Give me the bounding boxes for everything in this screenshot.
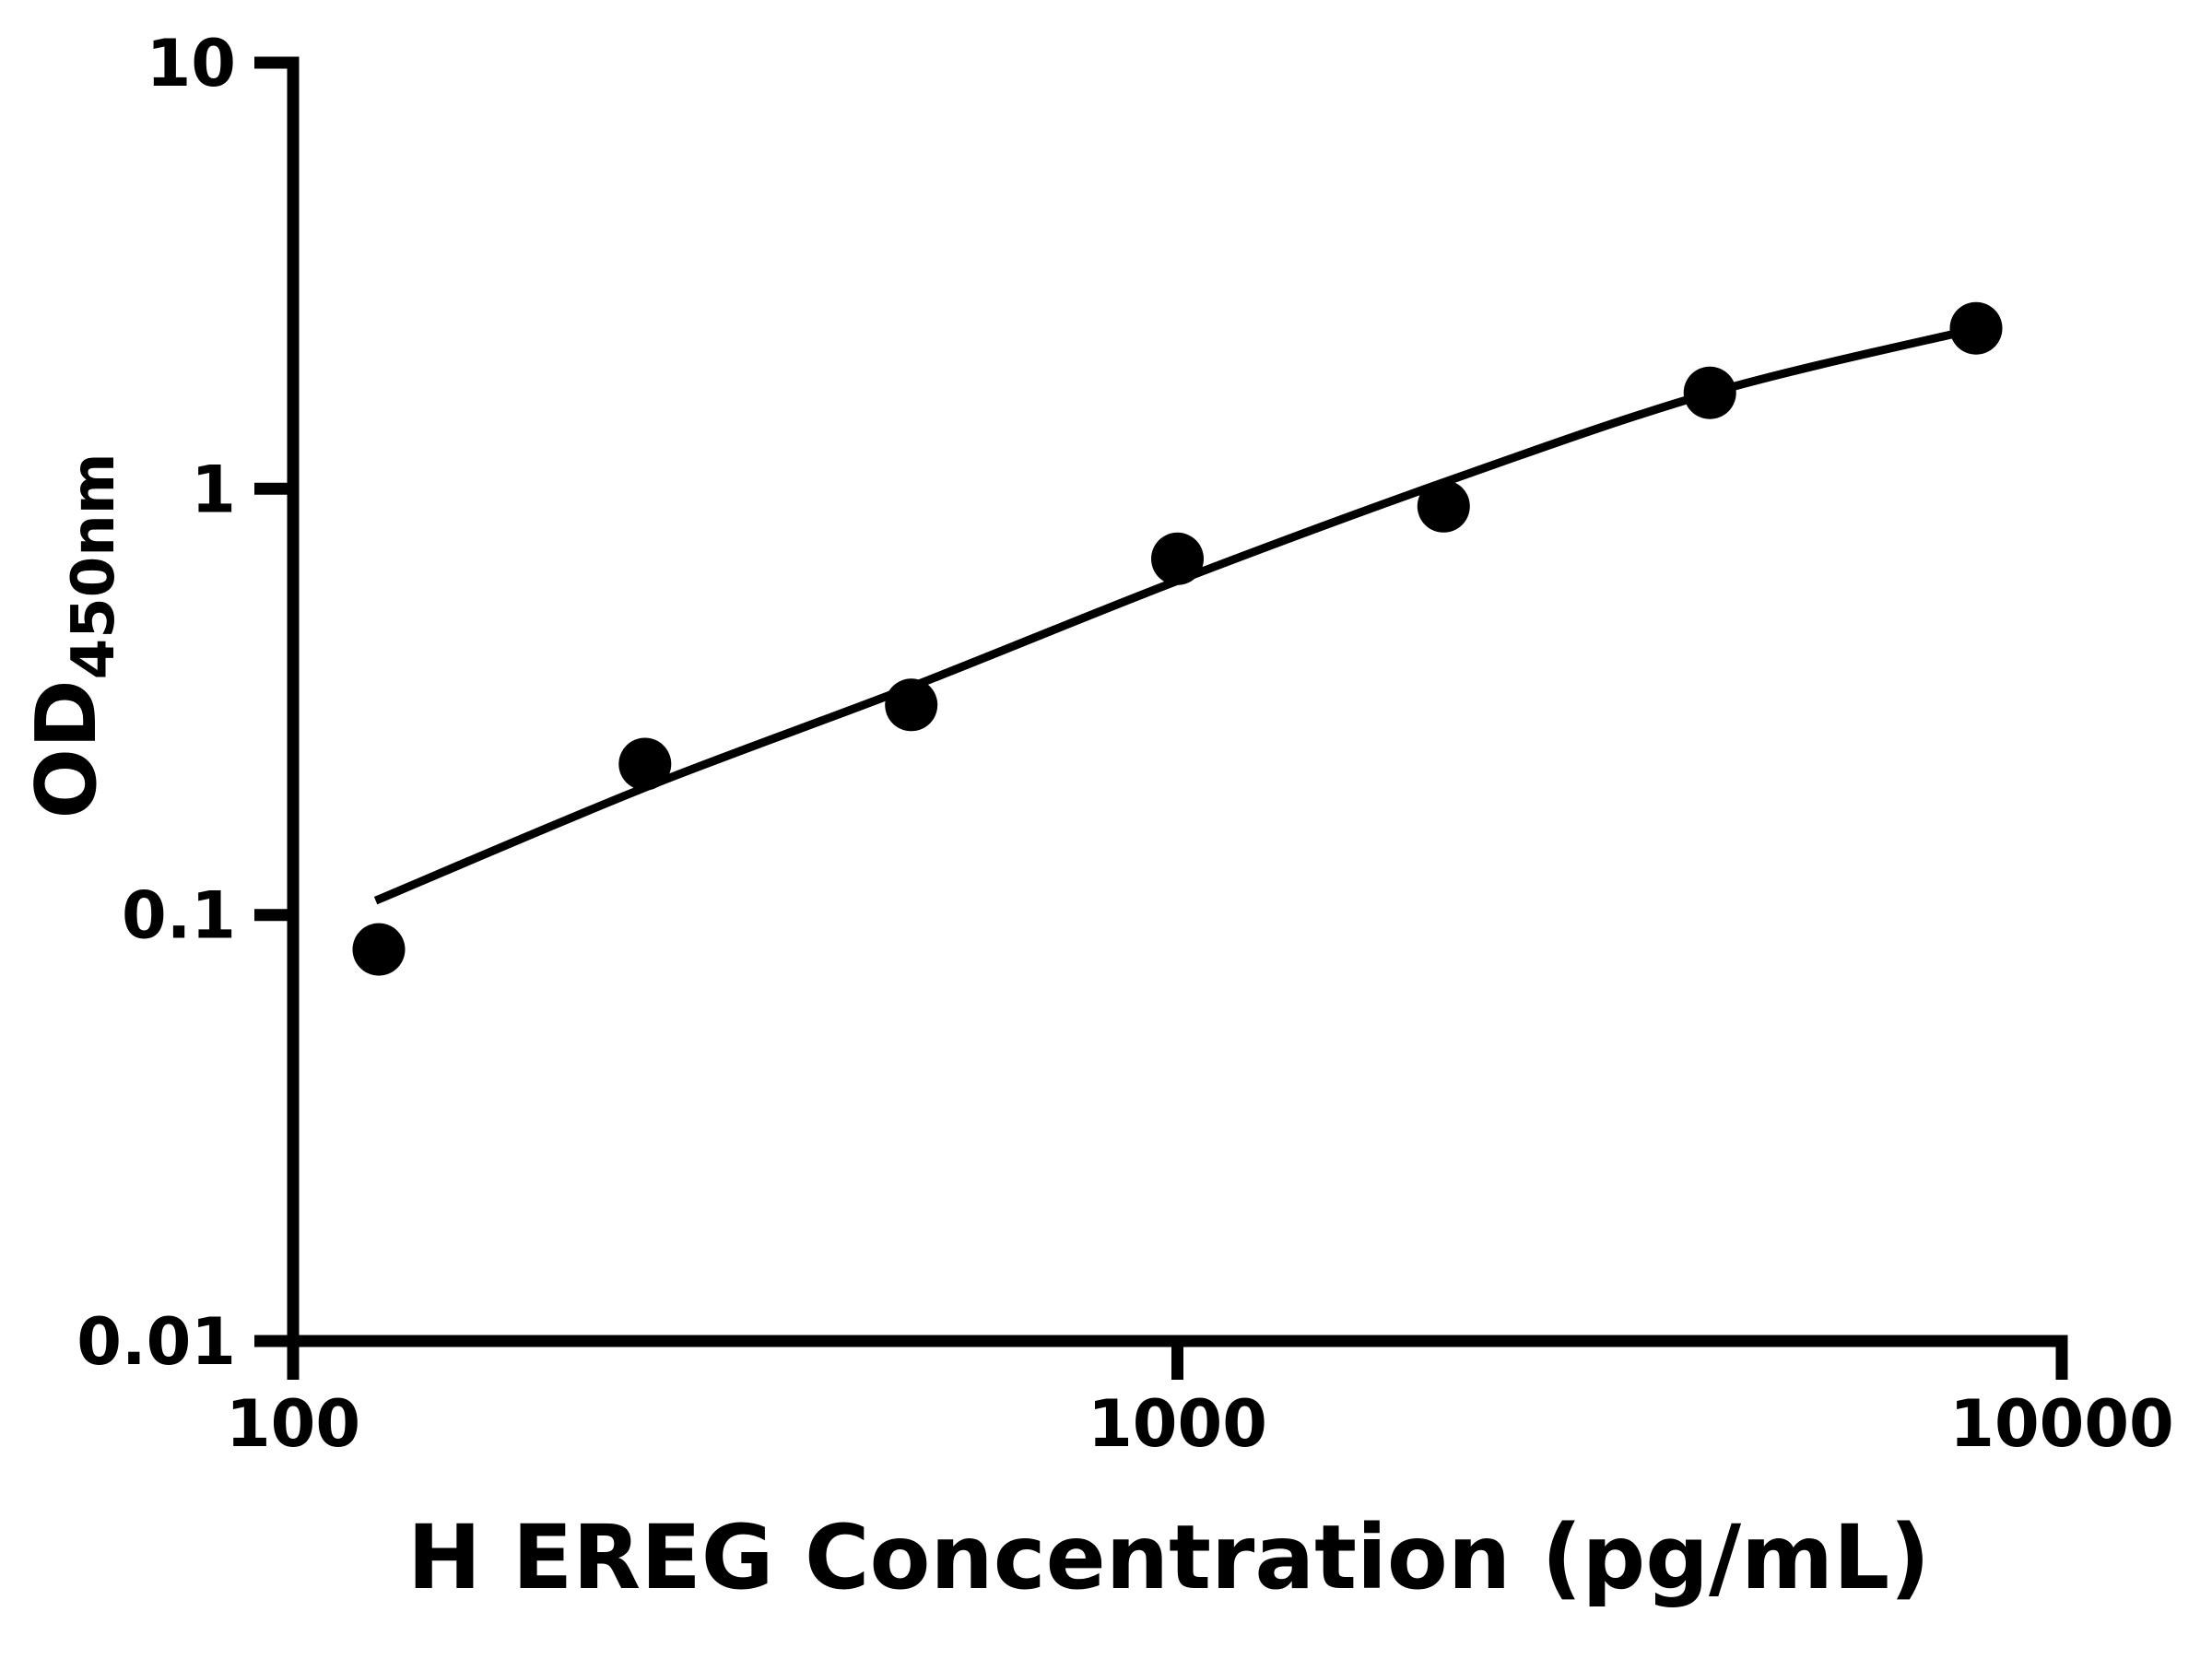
y-tick-label: 10 (147, 26, 236, 101)
y-tick-label: 1 (191, 452, 236, 527)
data-point (1417, 479, 1470, 533)
data-point (618, 737, 672, 791)
data-point (1949, 301, 2003, 355)
data-points (352, 301, 2003, 976)
fit-curve-line (373, 324, 1978, 905)
y-axis-title: OD450nm (18, 453, 128, 818)
x-axis-tick-labels: 100 1000 10000 (226, 1386, 2174, 1462)
fit-curve (373, 324, 1978, 905)
data-point (1683, 366, 1736, 419)
x-tick-label: 10000 (1949, 1386, 2174, 1462)
data-point (885, 678, 938, 732)
x-tick-label: 1000 (1088, 1386, 1267, 1462)
x-tick-label: 100 (226, 1386, 360, 1462)
data-point (352, 923, 406, 976)
y-tick-label: 0.1 (122, 878, 236, 954)
x-axis-title: H EREG Concentration (pg/mL) (407, 1506, 1930, 1609)
y-tick-label: 0.01 (76, 1304, 236, 1380)
y-axis-tick-labels: 0.01 0.1 1 10 (76, 26, 236, 1380)
y-axis-title-main: OD (18, 679, 115, 818)
data-point (1151, 532, 1204, 585)
axis-frame (254, 56, 2068, 1380)
y-axis-title-subscript: 450nm (60, 453, 128, 679)
axes (254, 56, 2068, 1380)
